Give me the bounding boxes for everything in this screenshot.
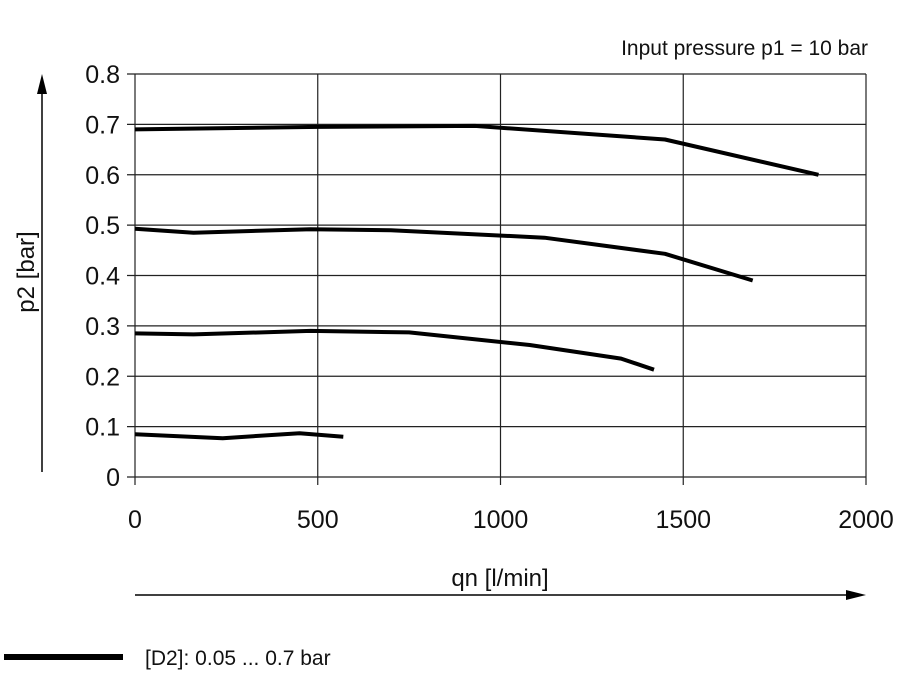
x-axis-arrow: [135, 590, 866, 600]
x-tick-label: 0: [128, 506, 142, 534]
x-tick-label: 2000: [838, 506, 894, 534]
y-tick-label: 0: [106, 464, 120, 492]
y-tick-label: 0.8: [85, 61, 120, 89]
x-tick-label: 500: [297, 506, 339, 534]
grid: [127, 73, 867, 485]
series-line-4: [134, 431, 344, 441]
series-line-3: [134, 328, 655, 372]
y-tick-label: 0.5: [85, 212, 120, 240]
y-tick-label: 0.6: [85, 162, 120, 190]
y-axis-label: p2 [bar]: [13, 231, 40, 312]
series-group: [134, 123, 819, 441]
y-tick-label: 0.2: [85, 363, 120, 391]
x-tick-label: 1000: [473, 506, 529, 534]
x-tick-label: 1500: [655, 506, 711, 534]
series-line-1: [134, 123, 819, 177]
chart-title: Input pressure p1 = 10 bar: [621, 37, 868, 60]
y-tick-label: 0.4: [85, 263, 120, 291]
tick-labels: 0 0.1 0.2 0.3 0.4 0.5 0.6 0.7 0.8 0 500 1000 1500 200…: [85, 61, 894, 534]
y-tick-label: 0.1: [85, 414, 120, 442]
y-axis-arrow: [37, 74, 47, 472]
legend: [D2]: 0.05 ... 0.7 bar: [4, 647, 331, 670]
series-line-2: [134, 226, 754, 283]
legend-label: [D2]: 0.05 ... 0.7 bar: [145, 647, 331, 670]
y-tick-label: 0.7: [85, 111, 120, 139]
x-axis-label: qn [l/min]: [451, 565, 548, 592]
y-tick-label: 0.3: [85, 313, 120, 341]
